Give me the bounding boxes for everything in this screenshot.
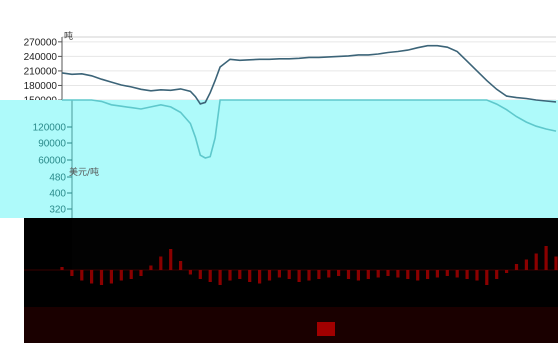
spread-bars (60, 246, 558, 285)
spread-bar (396, 270, 400, 278)
spread-bar (356, 270, 360, 281)
spread-bar (317, 270, 321, 279)
series-line-bottom (62, 99, 557, 159)
spread-bar (70, 270, 74, 276)
spread-bar (238, 270, 242, 279)
spread-bar (258, 270, 262, 284)
spread-bar (80, 270, 84, 281)
top-unit-label: 吨 (64, 30, 73, 42)
lower-unit-label: 美元/吨 (69, 166, 99, 178)
top-tick-label: 240000 (24, 52, 58, 63)
spread-bar (159, 256, 163, 270)
spread-marker (317, 322, 335, 336)
spread-bar (218, 270, 222, 285)
spread-bar (475, 270, 479, 281)
spread-bar (139, 270, 143, 276)
spread-bar (534, 253, 538, 270)
spread-bar (337, 270, 341, 276)
lower-tick-label: 120000 (33, 123, 67, 134)
spread-bar (465, 270, 469, 279)
spread-bar (455, 270, 459, 278)
lower-panel (0, 100, 558, 218)
top-tick-label: 270000 (24, 37, 58, 48)
spread-bar (376, 270, 380, 278)
spread-bar (90, 270, 94, 284)
top-y-ticks: 270000240000210000180000150000 (24, 37, 62, 107)
lower-tick-label: 400 (49, 189, 66, 200)
spread-bar (416, 270, 420, 281)
lower-tick-label: 480 (49, 173, 66, 184)
lower-tick-label: 90000 (38, 139, 66, 150)
spread-bar (426, 270, 430, 279)
lower-tick-label: 60000 (38, 156, 66, 167)
spread-bar (188, 270, 192, 275)
spread-bar (366, 270, 370, 279)
top-tick-label: 210000 (24, 66, 58, 77)
lower-tick-label: 320 (49, 205, 66, 216)
spread-bar (386, 270, 390, 276)
spread-bar (198, 270, 202, 279)
spread-bar (208, 270, 212, 282)
spread-bar (485, 270, 489, 285)
spread-bar (267, 270, 272, 281)
spread-bar (505, 270, 509, 273)
spread-bar (307, 270, 311, 281)
spread-panel-upper (72, 218, 558, 280)
top-tick-label: 180000 (24, 81, 58, 92)
spread-bar (248, 270, 252, 282)
spread-bar (297, 270, 301, 282)
spread-bar (149, 265, 153, 270)
series-line-top (61, 44, 557, 105)
spread-panel-band (24, 307, 558, 343)
spread-bar (406, 270, 410, 279)
spread-bar (327, 270, 331, 278)
spread-bar (554, 256, 558, 270)
spread-bar (524, 259, 528, 270)
spread-bar (109, 270, 113, 284)
spread-bar (169, 249, 173, 270)
spread-bar (277, 270, 281, 278)
spread-bar (99, 270, 104, 285)
spread-bar (514, 264, 519, 270)
spread-bar (495, 270, 499, 279)
spread-bar (179, 261, 183, 270)
spread-bar (544, 246, 548, 270)
spread-bar (129, 270, 133, 279)
top-chart: 270000240000210000180000150000 吨 (24, 30, 556, 107)
spread-bar (445, 270, 449, 276)
spread-bar (119, 270, 123, 281)
spread-bar (346, 270, 351, 279)
spread-bar (287, 270, 291, 279)
top-grid (62, 41, 556, 101)
spread-bar (60, 267, 64, 270)
spread-bar (228, 270, 232, 281)
spread-bar (435, 270, 439, 278)
spread-panel-corner (0, 228, 24, 343)
